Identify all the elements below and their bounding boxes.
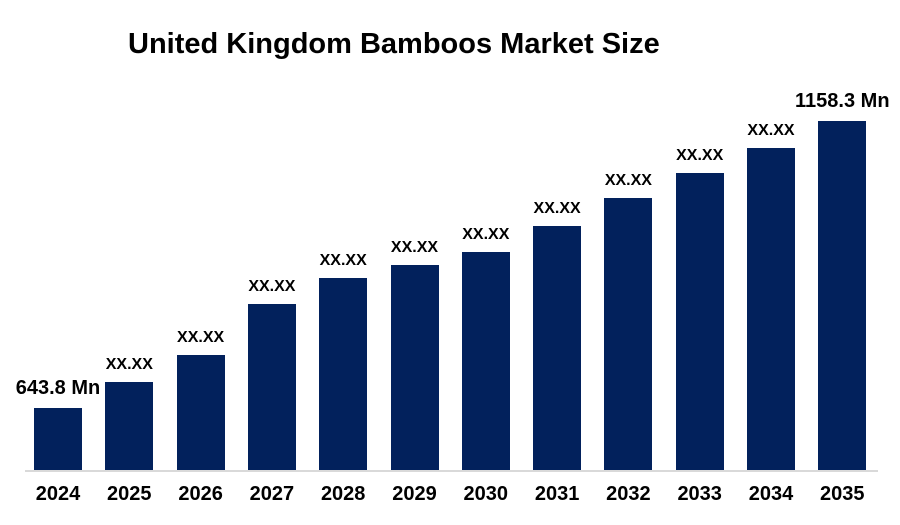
x-axis-label: 2031 [534, 483, 580, 505]
x-axis-label: 2032 [606, 483, 651, 505]
x-axis-label: 2027 [249, 483, 295, 505]
bar-group-2025: XX.XX 2025 [105, 0, 154, 525]
x-axis-label: 2029 [392, 483, 437, 505]
bar-value-label: 643.8 Mn [15, 377, 101, 399]
bar-group-2034: XX.XX 2034 [747, 0, 795, 525]
x-axis-label: 2026 [178, 483, 223, 505]
bar-group-2030: XX.XX 2030 [461, 0, 510, 525]
bar-group-2024: 643.8 Mn 2024 [16, 0, 100, 525]
x-axis-label: 2030 [463, 483, 509, 505]
bar-value-label: 1158.3 Mn [795, 90, 890, 112]
bar-value-label: XX.XX [390, 239, 439, 256]
bar-value-label: XX.XX [105, 356, 153, 373]
bar-group-2035: 1158.3 Mn 2035 [795, 0, 890, 525]
x-axis-label: 2035 [820, 483, 865, 505]
bar-value-label: XX.XX [533, 200, 581, 217]
bar-2024 [34, 408, 82, 471]
bar-value-label: XX.XX [462, 226, 510, 243]
x-axis-label: 2034 [748, 483, 794, 505]
bar-group-2027: XX.XX 2027 [247, 0, 296, 525]
bar-2027 [247, 304, 296, 471]
bar-group-2029: XX.XX 2029 [390, 0, 439, 525]
x-axis-baseline [25, 470, 878, 472]
bar-value-label: XX.XX [319, 252, 367, 269]
x-axis-label: 2025 [107, 483, 152, 505]
bar-2029 [390, 265, 439, 471]
bar-group-2032: XX.XX 2032 [604, 0, 653, 525]
bar-2032 [604, 198, 653, 471]
bar-group-2026: XX.XX 2026 [176, 0, 225, 525]
bar-2030 [461, 252, 510, 471]
bar-value-label: XX.XX [676, 147, 724, 164]
bar-group-2033: XX.XX 2033 [675, 0, 724, 525]
bar-value-label: XX.XX [248, 278, 296, 295]
bar-2026 [176, 355, 225, 471]
bar-2031 [533, 226, 582, 471]
bar-2025 [105, 382, 154, 471]
bar-2035 [818, 121, 867, 471]
x-axis-label: 2024 [35, 483, 81, 505]
bar-group-2028: XX.XX 2028 [319, 0, 368, 525]
x-axis-label: 2033 [677, 483, 722, 505]
bar-2034 [747, 148, 795, 471]
chart-title: United Kingdom Bamboos Market Size [128, 28, 660, 60]
bar-2033 [675, 173, 724, 471]
bar-group-2031: XX.XX 2031 [533, 0, 582, 525]
bar-value-label: XX.XX [747, 122, 795, 139]
bar-2028 [319, 278, 368, 471]
x-axis-label: 2028 [320, 483, 366, 505]
bar-value-label: XX.XX [177, 329, 225, 346]
bar-value-label: XX.XX [604, 172, 652, 189]
